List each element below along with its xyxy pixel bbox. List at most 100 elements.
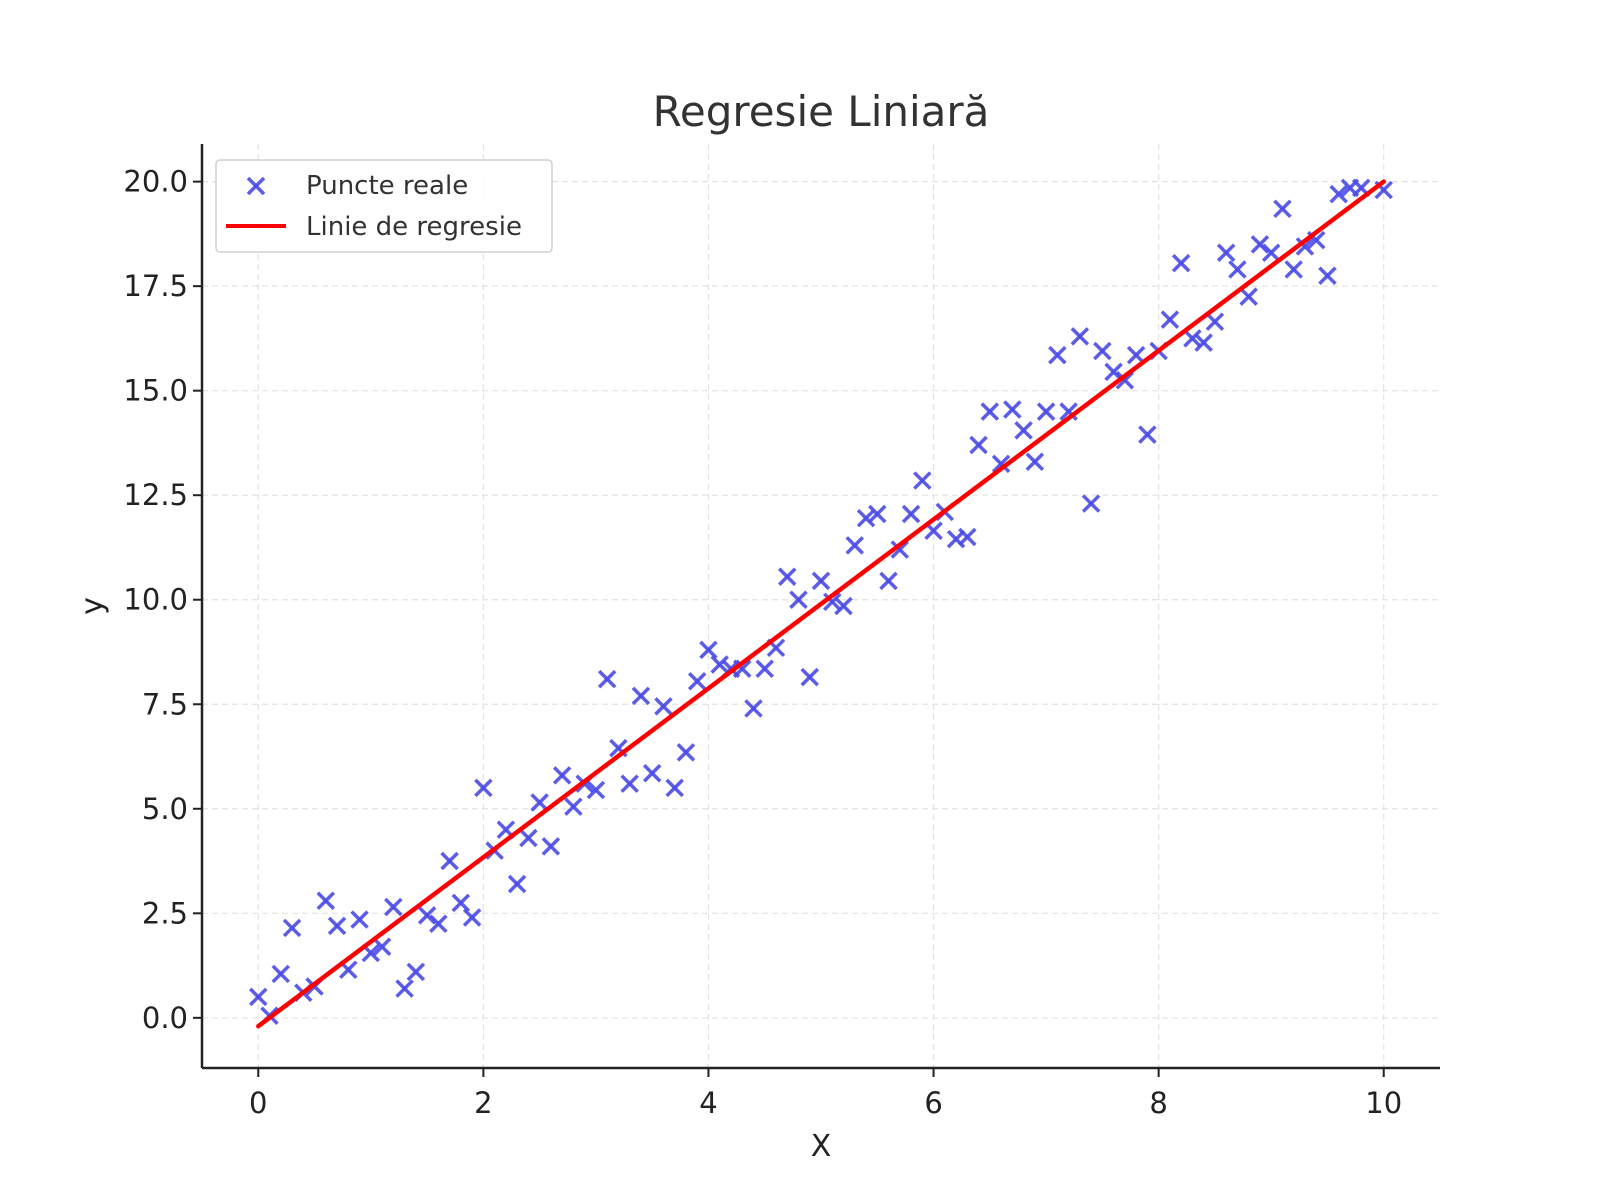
data-point <box>406 962 426 982</box>
data-point <box>856 508 876 528</box>
data-point <box>789 590 808 609</box>
legend-marker-scatter <box>246 176 266 196</box>
data-point <box>1194 333 1213 352</box>
x-tick-label: 2 <box>474 1086 492 1120</box>
data-point <box>1228 260 1247 279</box>
data-point <box>1036 402 1056 421</box>
data-point <box>384 897 403 917</box>
legend-label-line: Linie de regresie <box>306 212 522 242</box>
y-tick-label: 2.5 <box>142 896 188 930</box>
data-point <box>1239 287 1258 306</box>
data-point <box>642 764 662 783</box>
data-point <box>710 655 729 674</box>
data-point <box>597 669 617 689</box>
data-point <box>777 567 797 586</box>
data-point <box>969 435 988 455</box>
data-point <box>1171 253 1191 273</box>
data-point <box>1093 341 1112 361</box>
data-point <box>1205 312 1225 331</box>
data-point <box>811 571 831 591</box>
data-point <box>980 402 1000 421</box>
data-point <box>1104 362 1123 382</box>
data-point <box>440 851 459 871</box>
data-point <box>1059 402 1078 421</box>
data-point <box>249 987 268 1007</box>
y-axis-label: y <box>75 597 110 615</box>
grid <box>202 144 1440 1068</box>
data-point <box>913 471 932 490</box>
data-point <box>1126 345 1146 365</box>
data-point <box>1115 370 1135 390</box>
legend-box <box>215 159 553 253</box>
data-point <box>451 893 471 913</box>
chart-title: Regresie Liniară <box>653 87 990 136</box>
data-point <box>901 504 921 524</box>
data-point <box>1048 345 1067 365</box>
data-point <box>868 504 887 524</box>
x-tick-label: 6 <box>924 1086 942 1120</box>
data-point <box>429 914 448 933</box>
data-point <box>834 596 853 616</box>
data-point <box>1003 400 1022 419</box>
data-point <box>1250 235 1270 254</box>
data-point <box>665 778 684 798</box>
legend-label-scatter: Puncte reale <box>306 171 468 201</box>
data-point <box>1284 260 1303 279</box>
data-point <box>744 699 763 718</box>
x-tick-label: 10 <box>1365 1086 1402 1120</box>
data-point <box>1183 329 1202 348</box>
data-point <box>1216 243 1236 262</box>
data-point <box>564 797 583 816</box>
data-point <box>271 964 291 984</box>
data-point <box>654 697 673 716</box>
data-point <box>395 979 414 998</box>
data-point <box>541 837 561 856</box>
y-tick-label: 7.5 <box>142 687 188 721</box>
data-point <box>845 536 865 555</box>
x-tick-label: 0 <box>249 1086 267 1120</box>
data-point <box>1261 243 1281 262</box>
x-axis-label: X <box>811 1129 832 1164</box>
data-point <box>530 793 549 812</box>
data-point <box>1295 237 1315 256</box>
data-point <box>958 527 977 547</box>
data-point <box>327 916 347 936</box>
data-point <box>417 906 437 925</box>
y-tick-label: 12.5 <box>123 478 188 512</box>
y-tick-label: 15.0 <box>123 374 188 408</box>
data-point <box>462 908 482 927</box>
data-point <box>620 774 639 793</box>
data-point <box>519 828 538 848</box>
ticks: 0 2 4 6 8 10 0.0 2.5 5.0 7.5 10.0 12.5 15.0 17.5 20.0 <box>123 165 1402 1120</box>
data-point <box>1160 310 1180 329</box>
y-tick-label: 20.0 <box>123 165 188 199</box>
data-point <box>1329 184 1348 204</box>
y-tick-label: 5.0 <box>142 792 188 826</box>
data-point <box>676 743 696 762</box>
data-point <box>1081 494 1101 513</box>
plot-area <box>249 178 1393 1029</box>
data-point <box>350 910 369 929</box>
data-point <box>1318 266 1337 285</box>
data-point <box>507 874 527 894</box>
legend-x-marker <box>246 176 266 196</box>
data-point <box>1014 421 1033 440</box>
y-tick-label: 10.0 <box>123 583 188 617</box>
data-point <box>631 686 651 706</box>
x-tick-label: 4 <box>699 1086 717 1120</box>
data-point <box>474 778 493 798</box>
legend: Puncte reale Linie de regresie <box>215 159 553 253</box>
data-point <box>586 780 606 800</box>
data-point <box>991 454 1011 474</box>
data-point <box>1025 452 1045 471</box>
data-point <box>699 640 718 660</box>
data-point <box>372 937 392 956</box>
data-point <box>823 592 842 612</box>
x-tick-label: 8 <box>1149 1086 1167 1120</box>
data-point <box>800 667 819 687</box>
regression-line <box>256 179 1386 1029</box>
data-point <box>1138 425 1157 444</box>
data-point <box>316 891 336 910</box>
